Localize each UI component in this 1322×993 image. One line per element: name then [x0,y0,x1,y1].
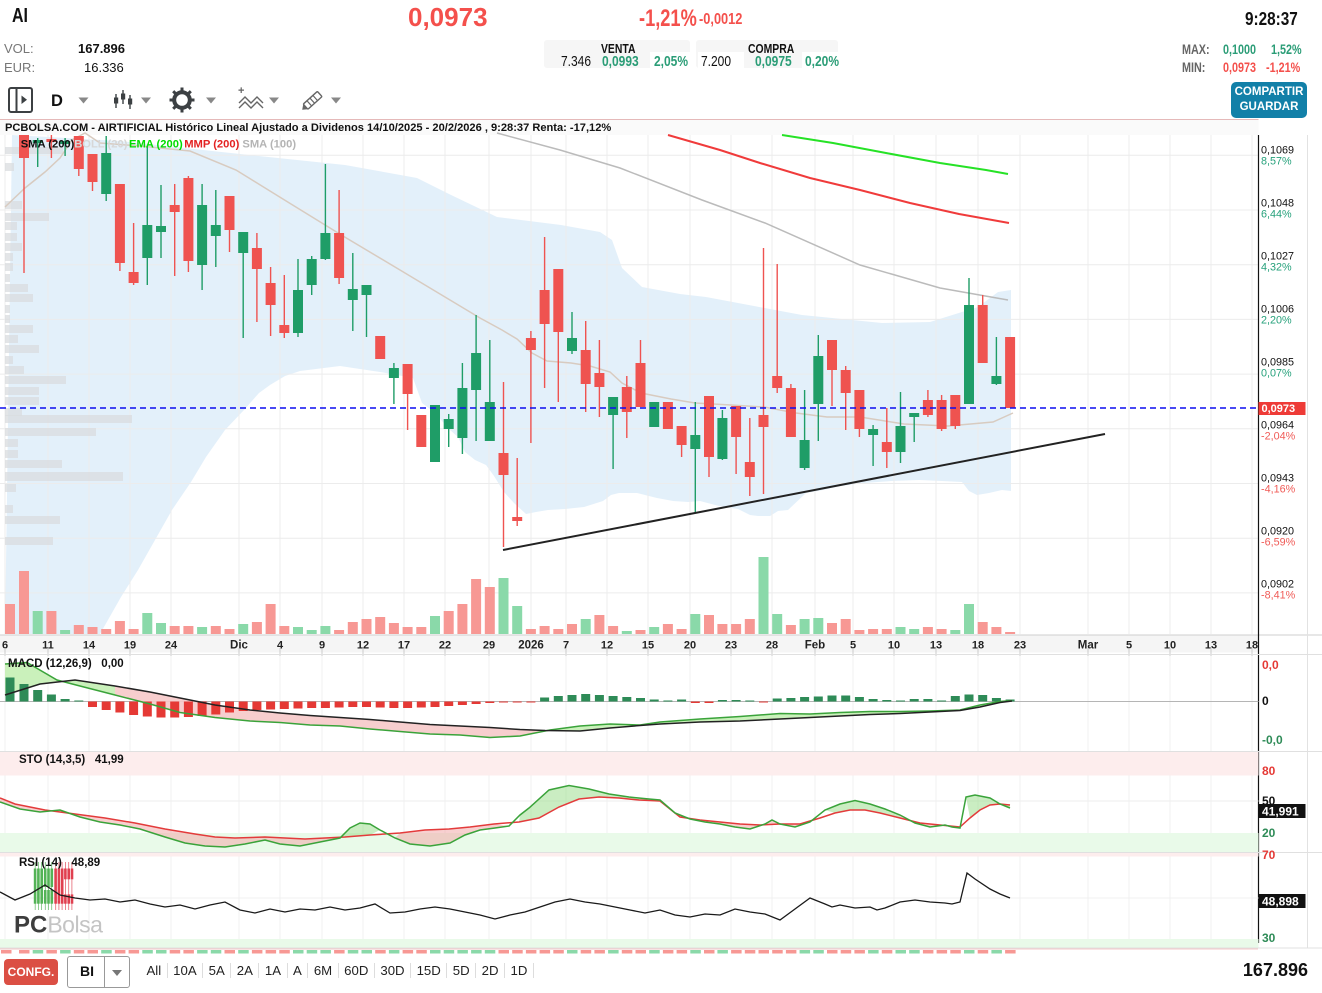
svg-text:70: 70 [1262,848,1276,862]
svg-text:14: 14 [83,640,96,652]
svg-text:8,57%: 8,57% [1261,155,1292,167]
svg-text:15: 15 [642,640,654,652]
svg-text:41,991: 41,991 [1262,805,1299,819]
svg-text:30: 30 [1262,931,1276,945]
svg-text:Mar: Mar [1078,640,1099,652]
svg-text:-0,0: -0,0 [1262,733,1283,747]
svg-text:+: + [238,85,244,97]
svg-text:12: 12 [601,640,613,652]
svg-text:23: 23 [1014,640,1026,652]
svg-text:13: 13 [930,640,942,652]
svg-text:MMP (200): MMP (200) [184,139,239,151]
svg-text:5: 5 [850,640,856,652]
svg-text:18: 18 [972,640,984,652]
svg-text:20: 20 [1262,826,1276,840]
svg-text:11: 11 [42,640,54,652]
svg-text:0,1006: 0,1006 [1261,304,1294,316]
svg-text:RSI (14) 48,89: RSI (14) 48,89 [19,857,100,869]
svg-text:9: 9 [319,640,325,652]
svg-text:18: 18 [1246,640,1258,652]
svg-text:PCBolsa: PCBolsa [14,912,103,939]
svg-text:5: 5 [1126,640,1132,652]
svg-text:0,0: 0,0 [1262,658,1279,672]
svg-text:2026: 2026 [518,640,544,652]
svg-text:0,1069: 0,1069 [1261,145,1294,157]
svg-text:0,1027: 0,1027 [1261,251,1294,263]
svg-text:MACD (12,26,9) 0,00: MACD (12,26,9) 0,00 [8,658,124,670]
svg-text:SMA (100): SMA (100) [242,139,296,151]
svg-text:10: 10 [1164,640,1176,652]
svg-text:0,07%: 0,07% [1261,367,1292,379]
svg-text:17: 17 [398,640,410,652]
svg-text:0,0985: 0,0985 [1261,357,1294,369]
svg-text:29: 29 [483,640,495,652]
svg-text:STO (14,3,5) 41,99: STO (14,3,5) 41,99 [19,754,124,766]
svg-text:13: 13 [1205,640,1217,652]
svg-text:Dic: Dic [230,640,249,652]
svg-text:80: 80 [1262,764,1276,778]
svg-text:7: 7 [563,640,569,652]
svg-text:28: 28 [766,640,778,652]
svg-text:Feb: Feb [805,640,825,652]
svg-text:PCBOLSA.COM - AIRTIFICIAL Hist: PCBOLSA.COM - AIRTIFICIAL Histórico Line… [5,122,611,134]
svg-text:0,0920: 0,0920 [1261,526,1294,538]
svg-text:23: 23 [725,640,737,652]
svg-text:D: D [51,92,63,110]
svg-text:SMA (200): SMA (200) [21,139,75,151]
svg-text:0,1048: 0,1048 [1261,198,1294,210]
svg-text:10: 10 [888,640,900,652]
svg-text:EMA (200): EMA (200) [129,139,183,151]
svg-text:6,44%: 6,44% [1261,208,1292,220]
svg-text:-6,59%: -6,59% [1261,536,1296,548]
svg-text:24: 24 [165,640,178,652]
svg-text:-2,04%: -2,04% [1261,430,1296,442]
svg-text:0,0902: 0,0902 [1261,579,1294,591]
svg-text:20: 20 [684,640,696,652]
svg-text:48,898: 48,898 [1262,895,1299,909]
svg-text:12: 12 [357,640,369,652]
svg-text:6: 6 [2,640,8,652]
svg-text:0,0943: 0,0943 [1261,473,1294,485]
svg-text:BOLL (20): BOLL (20) [74,139,128,151]
svg-text:4: 4 [277,640,284,652]
svg-text:-4,16%: -4,16% [1261,483,1296,495]
svg-text:0: 0 [1262,694,1269,708]
svg-text:0,0973: 0,0973 [1262,403,1296,415]
svg-text:0,0964: 0,0964 [1261,420,1294,432]
svg-text:22: 22 [439,640,451,652]
svg-text:19: 19 [124,640,136,652]
svg-text:2,20%: 2,20% [1261,314,1292,326]
svg-text:4,32%: 4,32% [1261,261,1292,273]
svg-text:-8,41%: -8,41% [1261,589,1296,601]
